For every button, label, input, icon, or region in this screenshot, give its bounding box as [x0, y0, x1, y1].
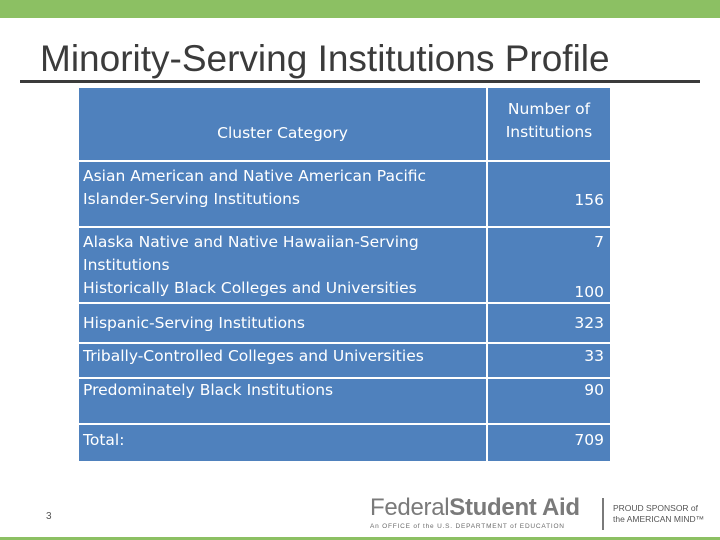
header-count-line2: Institutions	[505, 123, 593, 141]
table-row: Tribally-Controlled Colleges and Univers…	[79, 344, 610, 379]
row-value: 100	[574, 283, 604, 301]
brand-part1: Federal	[370, 494, 450, 521]
slide-title: Minority-Serving Institutions Profile	[40, 38, 610, 79]
row-value-cell: 7 100	[488, 228, 610, 302]
table-row: Asian American and Native American Pacif…	[79, 162, 610, 228]
row-value-cell: 156	[488, 162, 610, 226]
row-value: 7	[594, 233, 604, 251]
total-label-cell: Total:	[79, 425, 486, 461]
title-underline	[20, 80, 700, 83]
brand-subtitle: An OFFICE of the U.S. DEPARTMENT of EDUC…	[370, 523, 565, 530]
row-category-cell: Alaska Native and Native Hawaiian-Servin…	[79, 228, 486, 302]
table-header-row: Cluster Category Number of Institutions	[79, 88, 610, 160]
row-category-line: Predominately Black Institutions	[83, 381, 334, 399]
header-count-line1: Number of	[507, 100, 591, 118]
slide-number: 3	[46, 511, 52, 522]
top-accent-bar	[0, 0, 720, 18]
row-value: 33	[584, 347, 604, 365]
row-value-cell: 33	[488, 344, 610, 377]
footer-divider	[602, 498, 604, 530]
total-value-cell: 709	[488, 425, 610, 461]
row-value: 90	[584, 381, 604, 399]
header-cell-count: Number of Institutions	[488, 88, 610, 160]
header-category-label: Cluster Category	[217, 124, 348, 142]
row-category-line: Alaska Native and Native Hawaiian-Servin…	[83, 233, 419, 251]
fsa-logo: FederalStudent Aid An OFFICE of the U.S.…	[370, 494, 620, 540]
table-total-row: Total: 709	[79, 425, 610, 461]
row-category-line: Institutions	[83, 256, 170, 274]
brand-part2: Student Aid	[449, 494, 580, 521]
row-value: 156	[574, 191, 604, 209]
row-category-line: Islander-Serving Institutions	[83, 190, 300, 208]
row-value-cell: 323	[488, 304, 610, 342]
bottom-accent-bar	[0, 537, 720, 540]
row-category-cell: Hispanic-Serving Institutions	[79, 304, 486, 342]
total-label: Total:	[83, 431, 125, 449]
row-category-cell: Tribally-Controlled Colleges and Univers…	[79, 344, 486, 377]
table-row: Hispanic-Serving Institutions 323	[79, 304, 610, 344]
sponsor-tagline: PROUD SPONSOR of the AMERICAN MIND™	[613, 503, 704, 525]
sponsor-line2: the AMERICAN MIND™	[613, 514, 705, 524]
sponsor-line1: PROUD SPONSOR of	[613, 503, 699, 513]
row-value-cell: 90	[488, 379, 610, 423]
row-value: 323	[574, 314, 604, 332]
row-category-line: Asian American and Native American Pacif…	[83, 167, 427, 185]
institutions-table: Cluster Category Number of Institutions …	[79, 88, 610, 461]
header-cell-category: Cluster Category	[79, 88, 486, 160]
fsa-wordmark: FederalStudent Aid	[370, 494, 580, 522]
table-row: Predominately Black Institutions 90	[79, 379, 610, 425]
row-category-cell: Predominately Black Institutions	[79, 379, 486, 423]
total-value: 709	[574, 431, 604, 449]
row-category-line: Tribally-Controlled Colleges and Univers…	[83, 347, 424, 365]
row-category-line: Hispanic-Serving Institutions	[83, 314, 305, 332]
row-category-cell: Asian American and Native American Pacif…	[79, 162, 486, 226]
row-category-line: Historically Black Colleges and Universi…	[83, 279, 417, 297]
table-row: Alaska Native and Native Hawaiian-Servin…	[79, 228, 610, 304]
